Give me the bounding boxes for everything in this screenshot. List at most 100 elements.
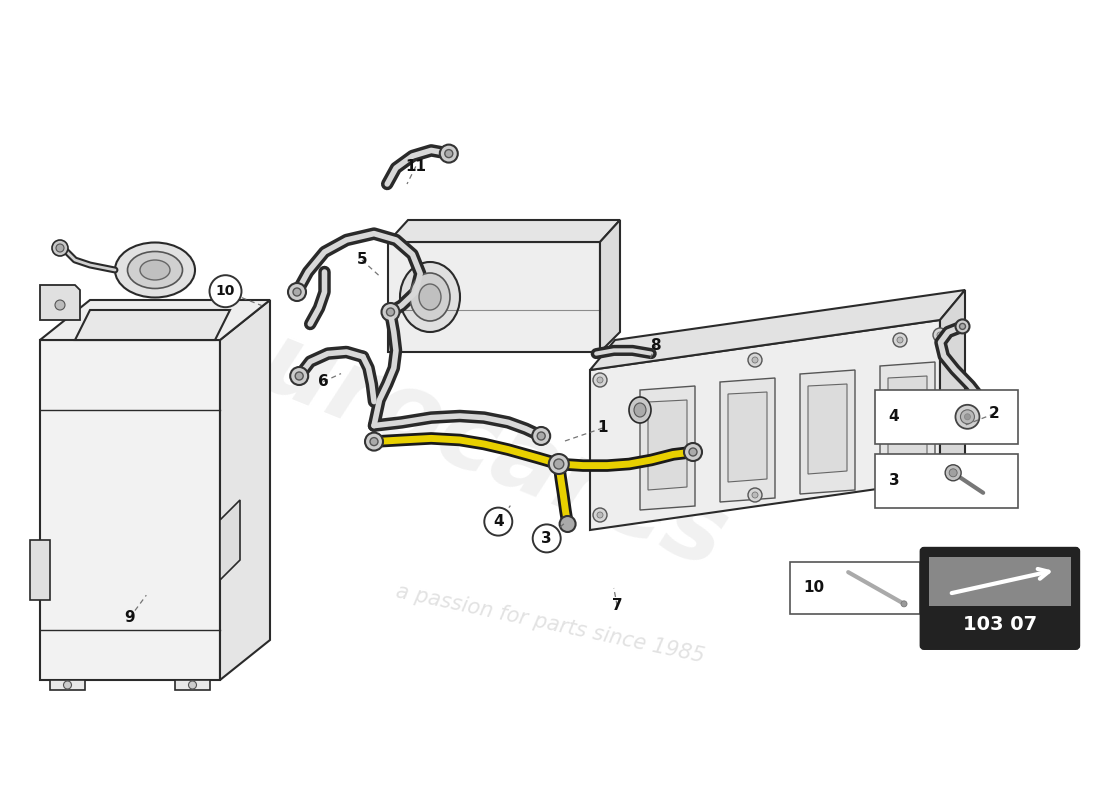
Circle shape bbox=[209, 275, 242, 307]
Circle shape bbox=[960, 410, 975, 424]
Circle shape bbox=[382, 303, 399, 321]
Text: 9: 9 bbox=[124, 610, 135, 625]
Circle shape bbox=[945, 465, 961, 481]
Ellipse shape bbox=[410, 273, 450, 321]
Circle shape bbox=[549, 454, 569, 474]
Circle shape bbox=[64, 681, 72, 689]
Circle shape bbox=[956, 319, 969, 334]
Ellipse shape bbox=[128, 251, 183, 289]
Circle shape bbox=[370, 438, 378, 446]
Text: 8: 8 bbox=[650, 338, 661, 353]
Text: 1: 1 bbox=[597, 421, 608, 435]
Circle shape bbox=[976, 395, 993, 413]
FancyBboxPatch shape bbox=[874, 390, 1018, 444]
Polygon shape bbox=[388, 220, 620, 242]
Circle shape bbox=[56, 244, 64, 252]
Circle shape bbox=[440, 145, 458, 162]
Ellipse shape bbox=[419, 284, 441, 310]
Circle shape bbox=[386, 308, 395, 316]
Circle shape bbox=[593, 508, 607, 522]
Circle shape bbox=[689, 448, 697, 456]
Text: 4: 4 bbox=[493, 514, 504, 529]
Circle shape bbox=[959, 323, 966, 330]
Text: 2: 2 bbox=[989, 406, 1000, 421]
Circle shape bbox=[444, 150, 453, 158]
Polygon shape bbox=[880, 362, 935, 486]
Polygon shape bbox=[75, 310, 230, 340]
Circle shape bbox=[748, 488, 762, 502]
Polygon shape bbox=[940, 290, 965, 480]
Circle shape bbox=[532, 525, 561, 552]
Polygon shape bbox=[720, 378, 775, 502]
Text: eurocarès: eurocarès bbox=[184, 290, 740, 590]
Circle shape bbox=[597, 377, 603, 383]
Text: 3: 3 bbox=[541, 531, 552, 546]
Circle shape bbox=[288, 283, 306, 301]
Ellipse shape bbox=[400, 262, 460, 332]
Circle shape bbox=[893, 333, 907, 347]
Circle shape bbox=[937, 467, 943, 473]
Ellipse shape bbox=[629, 397, 651, 423]
Circle shape bbox=[896, 337, 903, 343]
Polygon shape bbox=[888, 376, 927, 466]
Polygon shape bbox=[648, 400, 688, 490]
Circle shape bbox=[553, 459, 564, 469]
Polygon shape bbox=[50, 680, 85, 690]
Circle shape bbox=[188, 681, 197, 689]
Circle shape bbox=[980, 400, 989, 408]
Polygon shape bbox=[600, 220, 620, 352]
Circle shape bbox=[52, 240, 68, 256]
FancyBboxPatch shape bbox=[790, 562, 920, 614]
Polygon shape bbox=[640, 386, 695, 510]
Circle shape bbox=[933, 463, 947, 477]
Circle shape bbox=[593, 373, 607, 387]
FancyBboxPatch shape bbox=[874, 454, 1018, 508]
Circle shape bbox=[949, 469, 957, 477]
FancyBboxPatch shape bbox=[930, 557, 1070, 606]
Circle shape bbox=[537, 432, 546, 440]
Circle shape bbox=[937, 332, 943, 338]
Ellipse shape bbox=[140, 260, 170, 280]
Polygon shape bbox=[40, 285, 80, 320]
Text: 6: 6 bbox=[318, 374, 329, 389]
Text: a passion for parts since 1985: a passion for parts since 1985 bbox=[394, 582, 706, 666]
Text: 11: 11 bbox=[405, 159, 427, 174]
Text: 103 07: 103 07 bbox=[962, 615, 1037, 634]
Circle shape bbox=[293, 288, 301, 296]
Circle shape bbox=[893, 468, 907, 482]
Circle shape bbox=[560, 516, 575, 532]
Circle shape bbox=[748, 353, 762, 367]
Circle shape bbox=[365, 433, 383, 450]
Circle shape bbox=[896, 472, 903, 478]
Circle shape bbox=[55, 300, 65, 310]
Circle shape bbox=[684, 443, 702, 461]
Polygon shape bbox=[388, 242, 600, 352]
Text: 5: 5 bbox=[356, 253, 367, 267]
Polygon shape bbox=[728, 392, 767, 482]
Circle shape bbox=[295, 372, 304, 380]
Circle shape bbox=[752, 492, 758, 498]
Polygon shape bbox=[40, 300, 270, 340]
Ellipse shape bbox=[634, 403, 646, 417]
FancyBboxPatch shape bbox=[921, 548, 1079, 649]
Circle shape bbox=[597, 512, 603, 518]
Polygon shape bbox=[175, 680, 210, 690]
Ellipse shape bbox=[116, 242, 195, 298]
Polygon shape bbox=[30, 540, 50, 600]
Text: 3: 3 bbox=[889, 474, 899, 488]
Polygon shape bbox=[40, 340, 220, 680]
Polygon shape bbox=[808, 384, 847, 474]
Polygon shape bbox=[220, 500, 240, 580]
Circle shape bbox=[532, 427, 550, 445]
Circle shape bbox=[956, 405, 979, 429]
Circle shape bbox=[484, 508, 513, 536]
Text: 7: 7 bbox=[612, 598, 623, 613]
Text: 10: 10 bbox=[216, 284, 235, 298]
Polygon shape bbox=[220, 300, 270, 680]
Text: 4: 4 bbox=[889, 410, 899, 424]
Circle shape bbox=[965, 414, 970, 420]
Polygon shape bbox=[590, 320, 940, 530]
Circle shape bbox=[752, 357, 758, 363]
Circle shape bbox=[901, 601, 908, 607]
Circle shape bbox=[933, 328, 947, 342]
